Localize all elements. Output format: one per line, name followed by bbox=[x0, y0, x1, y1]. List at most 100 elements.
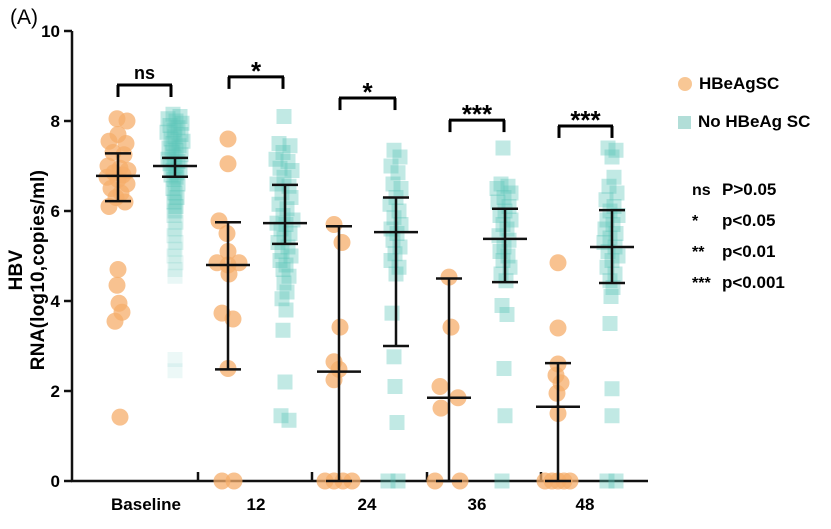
data-point bbox=[499, 221, 515, 237]
data-point bbox=[442, 318, 460, 336]
data-point bbox=[601, 178, 617, 194]
data-point bbox=[496, 361, 512, 376]
data-point bbox=[503, 212, 519, 228]
data-point bbox=[164, 145, 180, 160]
legend-label: HBeAgSC bbox=[699, 74, 780, 93]
data-point bbox=[386, 142, 402, 158]
data-point bbox=[167, 129, 183, 145]
x-category-label: 24 bbox=[358, 495, 377, 514]
sig-symbol: ns bbox=[692, 182, 711, 199]
data-point bbox=[276, 275, 292, 291]
data-point bbox=[426, 472, 444, 490]
data-point bbox=[387, 379, 403, 394]
data-point bbox=[282, 138, 298, 154]
data-point bbox=[392, 149, 408, 165]
y-tick-label: 10 bbox=[41, 22, 60, 41]
legend-item-hbeagsc: HBeAgSC bbox=[678, 74, 810, 94]
y-tick-label: 0 bbox=[51, 472, 60, 491]
y-axis-label: HBV RNA(log10,copies/ml) bbox=[6, 169, 49, 371]
data-point bbox=[161, 140, 177, 156]
data-point bbox=[168, 214, 184, 230]
data-point bbox=[166, 122, 182, 138]
data-point bbox=[170, 176, 186, 192]
x-category-label: Baseline bbox=[111, 495, 181, 514]
data-point bbox=[160, 111, 176, 127]
data-point bbox=[490, 194, 506, 210]
data-point bbox=[497, 408, 513, 424]
data-point bbox=[431, 378, 449, 395]
legend: HBeAgSC No HBeAg SC bbox=[678, 74, 810, 150]
x-category-label: 36 bbox=[468, 495, 487, 514]
data-point bbox=[610, 208, 626, 223]
data-point bbox=[549, 319, 567, 337]
sig-symbol: * bbox=[692, 213, 699, 230]
y-tick-label: 6 bbox=[51, 202, 60, 221]
sig-symbol: *** bbox=[692, 275, 711, 292]
data-point bbox=[170, 120, 186, 136]
sig-key-row-ns: ns P>0.05 bbox=[692, 180, 785, 211]
data-point bbox=[608, 142, 624, 158]
x-category-label: 48 bbox=[576, 495, 595, 514]
data-point bbox=[278, 302, 294, 318]
data-point bbox=[276, 169, 292, 185]
data-point bbox=[494, 473, 510, 489]
data-point bbox=[279, 201, 295, 217]
sig-text: p<0.01 bbox=[722, 242, 776, 261]
data-point bbox=[276, 109, 292, 124]
data-point bbox=[167, 221, 183, 237]
significance-key: ns P>0.05 * p<0.05 ** p<0.01 *** p<0.001 bbox=[692, 180, 785, 304]
data-point bbox=[604, 408, 620, 424]
data-point bbox=[496, 190, 512, 205]
y-tick-label: 4 bbox=[51, 292, 61, 311]
data-point bbox=[167, 241, 183, 257]
sig-text: p<0.05 bbox=[722, 211, 776, 230]
sig-bracket-label: *** bbox=[570, 105, 601, 135]
data-point bbox=[273, 408, 289, 424]
sig-bracket-label: * bbox=[251, 56, 262, 86]
data-point bbox=[167, 185, 183, 201]
data-point bbox=[268, 151, 284, 167]
data-point bbox=[279, 284, 295, 300]
data-point bbox=[440, 268, 458, 286]
no-hbeag-sc-square-marker-icon bbox=[678, 115, 691, 129]
data-point bbox=[274, 244, 290, 259]
data-point bbox=[166, 194, 182, 210]
sig-text: p<0.001 bbox=[722, 273, 785, 292]
panel-label: (A) bbox=[10, 6, 38, 29]
data-point bbox=[165, 181, 181, 196]
data-point bbox=[106, 312, 124, 330]
data-point bbox=[598, 192, 614, 208]
data-point bbox=[165, 136, 181, 151]
data-point bbox=[109, 261, 127, 278]
data-point bbox=[606, 169, 622, 185]
data-point bbox=[175, 133, 191, 149]
data-point bbox=[274, 291, 290, 307]
data-point bbox=[602, 230, 618, 246]
data-point bbox=[168, 113, 184, 129]
data-point bbox=[168, 235, 184, 250]
data-point bbox=[602, 273, 618, 289]
data-point bbox=[603, 289, 619, 304]
data-point bbox=[284, 163, 300, 178]
data-point bbox=[385, 176, 401, 192]
sig-key-row-double-star: ** p<0.01 bbox=[692, 242, 785, 273]
legend-item-no-hbeag-sc: No HBeAg SC bbox=[678, 112, 810, 132]
data-point bbox=[166, 248, 182, 264]
data-point bbox=[219, 130, 237, 148]
data-point bbox=[115, 146, 133, 164]
sig-bracket-label: * bbox=[362, 77, 373, 107]
sig-text: P>0.05 bbox=[722, 180, 777, 199]
data-point bbox=[169, 190, 185, 205]
data-point bbox=[162, 118, 178, 133]
data-point bbox=[168, 199, 184, 214]
data-point bbox=[333, 234, 351, 251]
data-point bbox=[380, 473, 396, 489]
data-point bbox=[277, 374, 293, 390]
data-point bbox=[275, 262, 291, 277]
data-point bbox=[281, 268, 297, 284]
data-point bbox=[495, 217, 511, 232]
sig-bracket-label: ns bbox=[134, 63, 155, 83]
y-tick-label: 2 bbox=[51, 382, 60, 401]
sig-symbol: ** bbox=[692, 244, 705, 261]
